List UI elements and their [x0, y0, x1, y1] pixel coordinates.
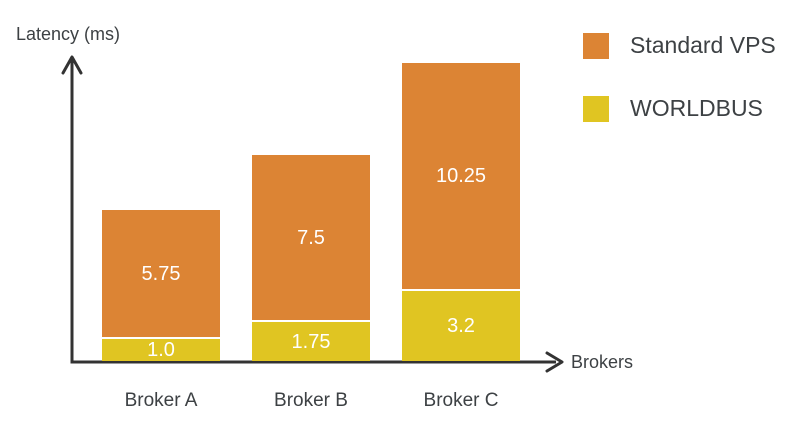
bar-segment-standard-vps: 7.5 — [252, 155, 370, 320]
bar-broker-a: 5.75 1.0 — [102, 210, 220, 361]
bar-segment-standard-vps: 5.75 — [102, 210, 220, 337]
legend: Standard VPS WORLDBUS — [583, 32, 776, 122]
bar-value-label: 3.2 — [447, 315, 475, 337]
axis-lines — [70, 58, 556, 364]
x-axis-label: Brokers — [571, 352, 634, 372]
bar-value-label: 1.0 — [147, 339, 175, 361]
bar-broker-b: 7.5 1.75 — [252, 155, 370, 361]
legend-item-worldbus: WORLDBUS — [583, 95, 776, 122]
category-label: Broker B — [274, 390, 348, 411]
bar-segment-worldbus: 1.75 — [252, 322, 370, 361]
legend-label: Standard VPS — [630, 32, 776, 58]
bar-value-label: 7.5 — [297, 226, 325, 249]
bar-value-label: 5.75 — [141, 262, 181, 285]
bar-segment-standard-vps: 10.25 — [402, 63, 520, 289]
y-axis-label: Latency (ms) — [16, 24, 121, 44]
bar-value-label: 10.25 — [435, 165, 487, 187]
bar-broker-c: 10.25 3.2 — [402, 63, 520, 361]
legend-label: WORLDBUS — [630, 95, 763, 121]
bar-value-label: 1.75 — [291, 330, 331, 353]
x-axis-arrow-icon — [545, 351, 564, 373]
y-axis-arrow-icon — [61, 55, 83, 75]
legend-item-standard-vps: Standard VPS — [583, 32, 776, 59]
category-label: Broker A — [124, 390, 198, 411]
legend-swatch-worldbus — [583, 95, 609, 122]
bar-segment-worldbus: 1.0 — [102, 339, 220, 361]
legend-swatch-standard-vps — [583, 32, 609, 59]
category-label: Broker C — [423, 390, 499, 411]
bar-segment-worldbus: 3.2 — [402, 291, 520, 361]
